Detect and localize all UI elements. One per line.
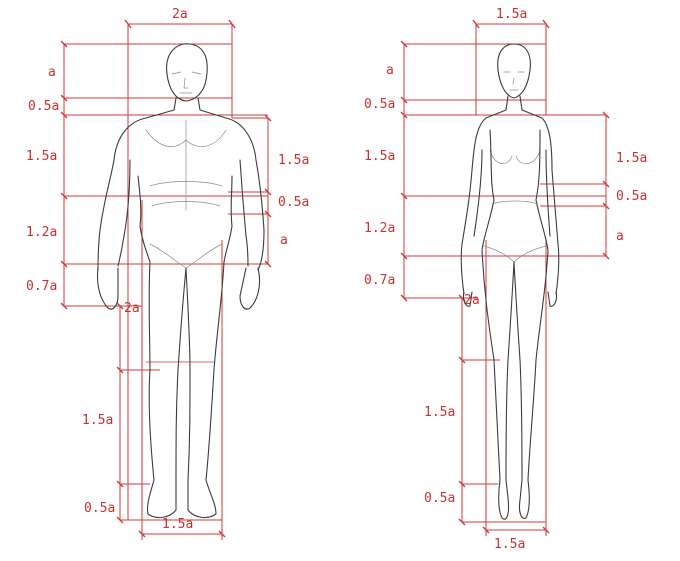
female-leg-upper-label: 2a [464,293,480,308]
male-foot-label: 0.5a [84,501,115,516]
female-right-hip-label: a [616,229,624,244]
male-leg-upper-label: 2a [124,301,140,316]
male-right-waist-label: 0.5a [278,195,309,210]
male-labels: 2a a 0.5a 1.5a 1.2a 0.7a 1.5a 0.5a a 2a … [26,7,309,532]
male-neck-label: 0.5a [28,99,59,114]
male-right-torso-label: 1.5a [278,153,309,168]
male-figure [96,43,265,519]
female-right-torso-label: 1.5a [616,151,647,166]
female-torso-label: 1.5a [364,149,395,164]
male-guides [60,19,272,540]
male-leg-lower-label: 1.5a [82,413,113,428]
female-right-waist-label: 0.5a [616,189,647,204]
female-leg-lower-label: 1.5a [424,405,455,420]
female-top-width-label: 1.5a [496,7,527,22]
female-guides [400,19,610,536]
female-bottom-width-label: 1.5a [494,537,525,552]
female-foot-label: 0.5a [424,491,455,506]
male-torso-label: 1.5a [26,149,57,164]
female-figure [460,43,560,520]
male-right-hip-label: a [280,233,288,248]
male-head-label: a [48,65,56,80]
female-waist-label: 1.2a [364,221,395,236]
female-neck-label: 0.5a [364,97,395,112]
male-hip-label: 0.7a [26,279,57,294]
female-head-label: a [386,63,394,78]
female-hip-label: 0.7a [364,273,395,288]
male-top-width-label: 2a [172,7,188,22]
male-bottom-width-label: 1.5a [162,517,193,532]
female-labels: 1.5a a 0.5a 1.5a 1.2a 0.7a 1.5a 0.5a a 2… [364,7,647,552]
male-waist-label: 1.2a [26,225,57,240]
